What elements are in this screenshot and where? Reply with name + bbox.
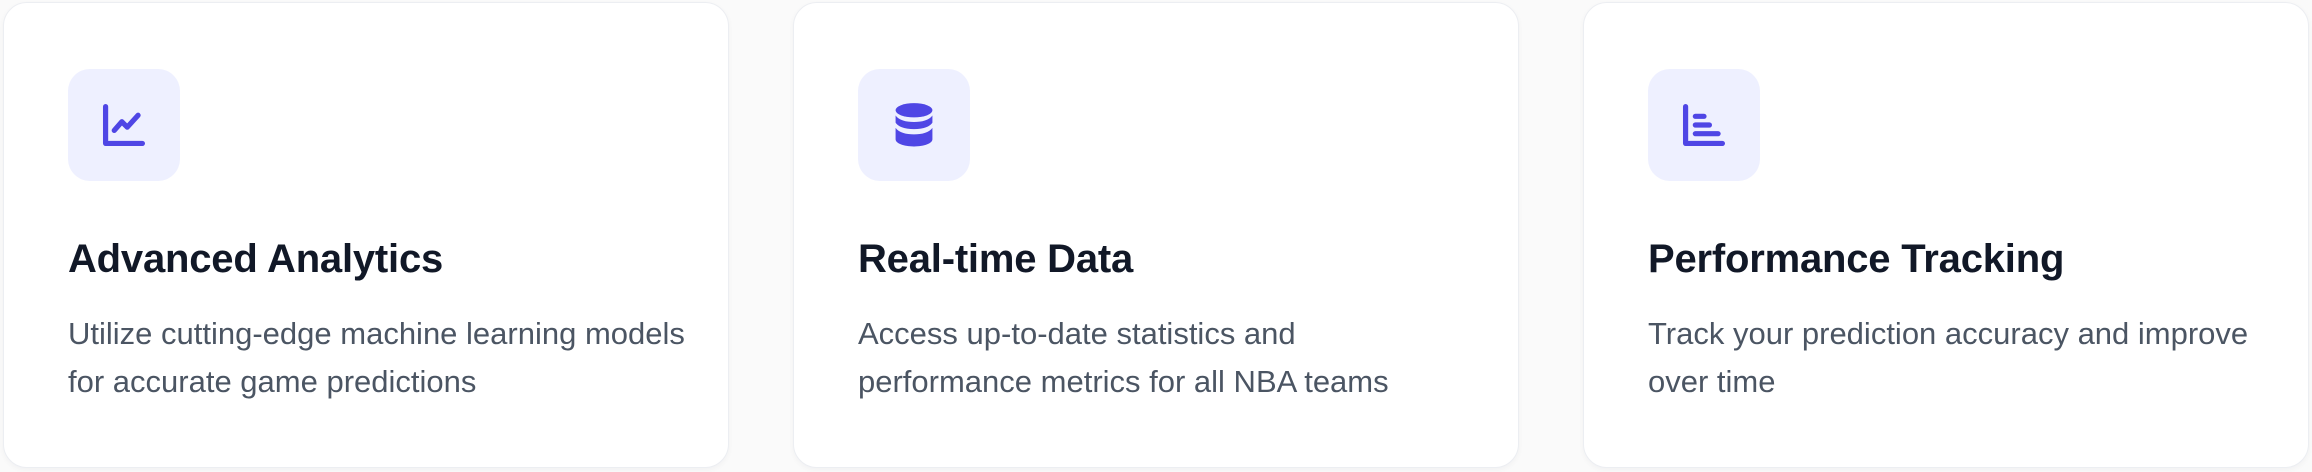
- feature-card-real-time-data: Real-time Data Access up-to-date statist…: [793, 2, 1519, 468]
- chart-bar-icon: [1682, 103, 1726, 147]
- feature-description: Track your prediction accuracy and impro…: [1648, 316, 2249, 399]
- feature-description: Utilize cutting-edge machine learning mo…: [68, 316, 685, 399]
- feature-title: Advanced Analytics: [68, 237, 444, 281]
- feature-card-performance-tracking: Performance Tracking Track your predicti…: [1583, 2, 2309, 468]
- feature-card-advanced-analytics: Advanced Analytics Utilize cutting-edge …: [3, 2, 729, 468]
- feature-description: Access up-to-date statistics and perform…: [858, 316, 1389, 399]
- feature-title: Performance Tracking: [1648, 237, 2065, 281]
- feature-icon-container: [858, 69, 970, 181]
- feature-icon-container: [1648, 69, 1760, 181]
- feature-icon-container: [68, 69, 180, 181]
- database-icon: [895, 103, 933, 147]
- feature-title: Real-time Data: [858, 237, 1134, 281]
- chart-line-icon: [102, 103, 146, 147]
